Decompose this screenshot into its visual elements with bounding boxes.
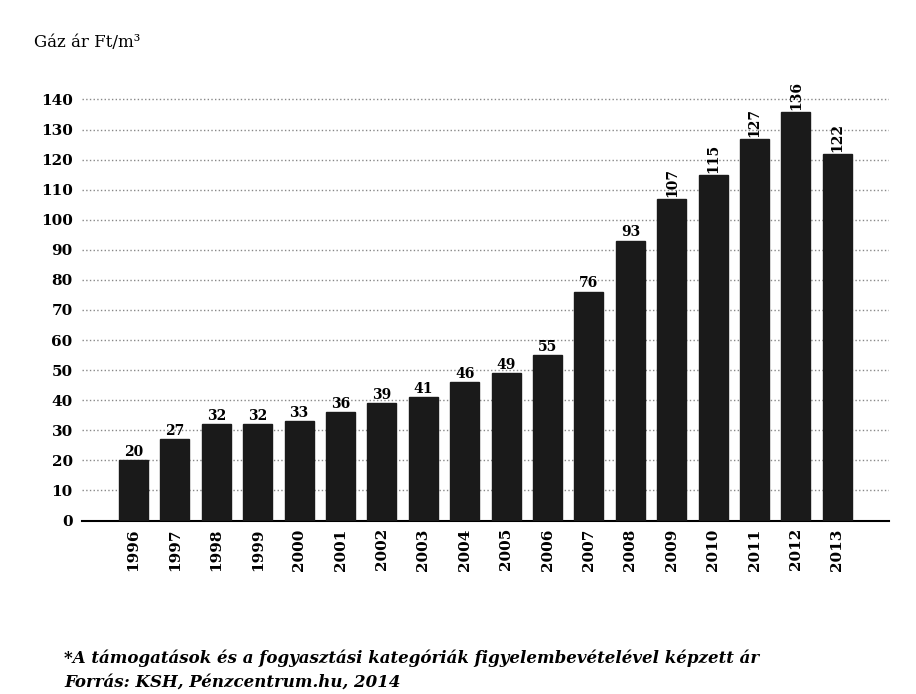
Bar bbox=[740, 139, 769, 520]
Text: 55: 55 bbox=[538, 339, 557, 353]
Text: 122: 122 bbox=[831, 123, 845, 152]
Bar bbox=[533, 355, 562, 520]
Bar bbox=[202, 424, 231, 520]
Text: 32: 32 bbox=[248, 409, 267, 423]
Bar bbox=[409, 397, 438, 520]
Text: 27: 27 bbox=[166, 424, 185, 438]
Bar bbox=[616, 241, 645, 520]
Text: 127: 127 bbox=[747, 108, 761, 137]
Bar bbox=[658, 198, 686, 520]
Bar bbox=[781, 112, 811, 520]
Text: 136: 136 bbox=[789, 81, 803, 110]
Bar bbox=[367, 403, 397, 520]
Text: 93: 93 bbox=[621, 226, 640, 239]
Text: 49: 49 bbox=[496, 357, 516, 372]
Text: 46: 46 bbox=[455, 366, 474, 380]
Text: 39: 39 bbox=[372, 388, 392, 402]
Text: 115: 115 bbox=[706, 144, 720, 174]
Bar bbox=[244, 424, 272, 520]
Bar bbox=[285, 421, 313, 520]
Text: 32: 32 bbox=[207, 409, 226, 423]
Text: 76: 76 bbox=[579, 276, 599, 290]
Text: 107: 107 bbox=[665, 168, 679, 197]
Bar bbox=[119, 460, 148, 520]
Bar bbox=[574, 292, 604, 520]
Text: 41: 41 bbox=[414, 382, 433, 396]
Text: Gáz ár Ft/m³: Gáz ár Ft/m³ bbox=[34, 35, 140, 51]
Bar bbox=[160, 439, 190, 520]
Text: *A támogatások és a fogyasztási kategóriák figyelembevételével képzett ár
Forrás: *A támogatások és a fogyasztási kategóri… bbox=[64, 650, 759, 691]
Bar bbox=[451, 382, 479, 520]
Text: 36: 36 bbox=[331, 397, 350, 411]
Text: 33: 33 bbox=[289, 406, 309, 420]
Bar bbox=[699, 175, 727, 520]
Bar bbox=[823, 153, 852, 520]
Text: 20: 20 bbox=[124, 445, 143, 459]
Bar bbox=[326, 412, 355, 520]
Bar bbox=[492, 373, 520, 520]
